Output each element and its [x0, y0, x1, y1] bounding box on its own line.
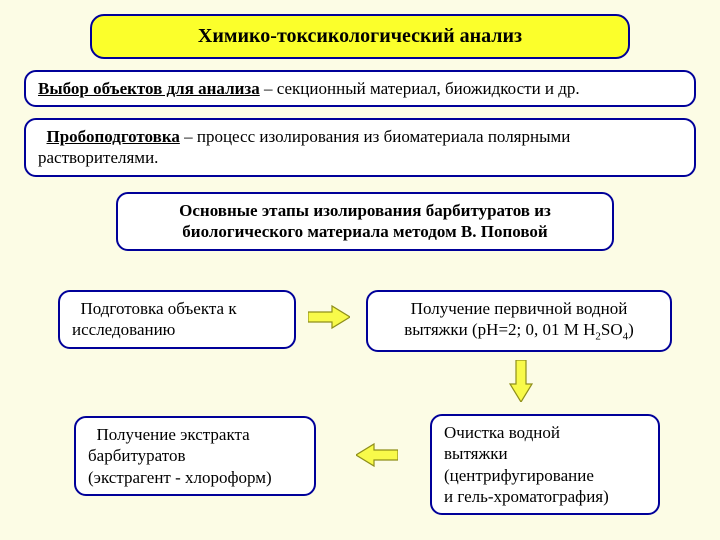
box-a-text: Подготовка объекта к исследованию	[72, 299, 237, 339]
box-c-l3: (центрифугирование	[444, 466, 594, 485]
box-d-l2: барбитуратов	[88, 446, 185, 465]
row1-rest: – секционный материал, биожидкости и др.	[260, 79, 580, 98]
box-c-l2: вытяжки	[444, 444, 508, 463]
box-prep-object: Подготовка объекта к исследованию	[58, 290, 296, 349]
title-text: Химико-токсикологический анализ	[198, 25, 522, 47]
row-main-stages: Основные этапы изолирования барбитуратов…	[116, 192, 614, 251]
arrow-right-icon	[308, 304, 350, 330]
row3-line1: Основные этапы изолирования барбитуратов…	[179, 201, 551, 220]
box-c-l1: Очистка водной	[444, 423, 560, 442]
box-c-l4: и гель-хроматография)	[444, 487, 609, 506]
box-d-l1: Получение экстракта	[97, 425, 250, 444]
box-purification: Очистка водной вытяжки (центрифугировани…	[430, 414, 660, 515]
box-extract-barbiturates: Получение экстракта барбитуратов (экстра…	[74, 416, 316, 496]
row3-line2: биологического материала методом В. Попо…	[182, 222, 547, 241]
arrow-down-icon	[508, 360, 534, 402]
arrow-left-icon	[356, 442, 398, 468]
row-sample-preparation: Пробоподготовка – процесс изолирования и…	[24, 118, 696, 177]
row-objects-selection: Выбор объектов для анализа – секционный …	[24, 70, 696, 107]
title-box: Химико-токсикологический анализ	[90, 14, 630, 59]
box-primary-extract: Получение первичной водной вытяжки (pH=2…	[366, 290, 672, 352]
row1-lead: Выбор объектов для анализа	[38, 79, 260, 98]
box-b-text: Получение первичной водной вытяжки (pH=2…	[404, 299, 634, 339]
box-d-l3: (экстрагент - хлороформ)	[88, 468, 272, 487]
row2-lead: Пробоподготовка	[47, 127, 180, 146]
